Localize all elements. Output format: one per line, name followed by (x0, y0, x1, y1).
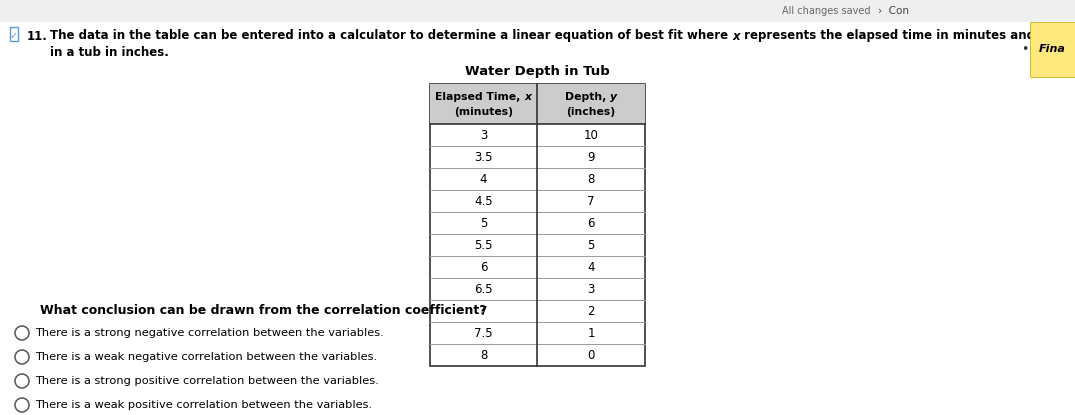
Text: x: x (525, 92, 531, 102)
Text: ✓: ✓ (10, 31, 18, 41)
Bar (0, 0, 1075, 22)
Text: 7: 7 (479, 305, 487, 317)
Text: 2: 2 (587, 305, 594, 317)
Text: 11.: 11. (27, 29, 48, 42)
Text: in a tub in inches.: in a tub in inches. (51, 46, 169, 59)
Text: There is a strong positive correlation between the variables.: There is a strong positive correlation b… (35, 376, 378, 386)
Bar (1030, 22, 1075, 77)
Text: All changes saved: All changes saved (782, 6, 870, 16)
Text: What conclusion can be drawn from the correlation coefficient?: What conclusion can be drawn from the co… (40, 303, 487, 317)
Text: (inches): (inches) (567, 107, 616, 117)
Text: Depth,: Depth, (564, 92, 610, 102)
Text: Fina: Fina (1040, 44, 1066, 54)
Text: 5: 5 (479, 217, 487, 229)
Text: Elapsed Time,: Elapsed Time, (435, 92, 525, 102)
Text: 0: 0 (587, 349, 594, 361)
Text: 6: 6 (587, 217, 594, 229)
Text: 6: 6 (479, 261, 487, 273)
Text: 8: 8 (479, 349, 487, 361)
Text: 1: 1 (587, 327, 594, 339)
Text: •: • (1021, 42, 1029, 56)
Text: 8: 8 (587, 173, 594, 186)
Text: 4.5: 4.5 (474, 195, 492, 208)
Text: 7.5: 7.5 (474, 327, 492, 339)
Text: 5.5: 5.5 (474, 239, 492, 251)
Text: x: x (732, 29, 740, 42)
Text: Water Depth in Tub: Water Depth in Tub (464, 66, 610, 78)
Text: represents the elapsed time in minutes and: represents the elapsed time in minutes a… (740, 29, 1040, 42)
Text: y: y (1040, 29, 1047, 42)
Text: 3: 3 (587, 283, 594, 295)
Text: (minutes): (minutes) (454, 107, 513, 117)
Text: 3: 3 (479, 129, 487, 142)
Bar (430, 84, 645, 366)
Text: 6.5: 6.5 (474, 283, 492, 295)
Text: 4: 4 (587, 261, 594, 273)
Text: represents the depth of water: represents the depth of water (1047, 29, 1075, 42)
Text: 9: 9 (587, 151, 594, 164)
Text: ›  Con: › Con (878, 6, 909, 16)
Text: The data in the table can be entered into a calculator to determine a linear equ: The data in the table can be entered int… (51, 29, 732, 42)
Text: y: y (610, 92, 617, 102)
Text: 5: 5 (587, 239, 594, 251)
Text: 4: 4 (479, 173, 487, 186)
Text: There is a weak positive correlation between the variables.: There is a weak positive correlation bet… (35, 400, 372, 410)
Text: 3.5: 3.5 (474, 151, 492, 164)
Text: 10: 10 (584, 129, 599, 142)
Text: There is a strong negative correlation between the variables.: There is a strong negative correlation b… (35, 328, 384, 338)
Text: There is a weak negative correlation between the variables.: There is a weak negative correlation bet… (35, 352, 377, 362)
Bar (430, 84, 645, 124)
Text: 7: 7 (587, 195, 594, 208)
